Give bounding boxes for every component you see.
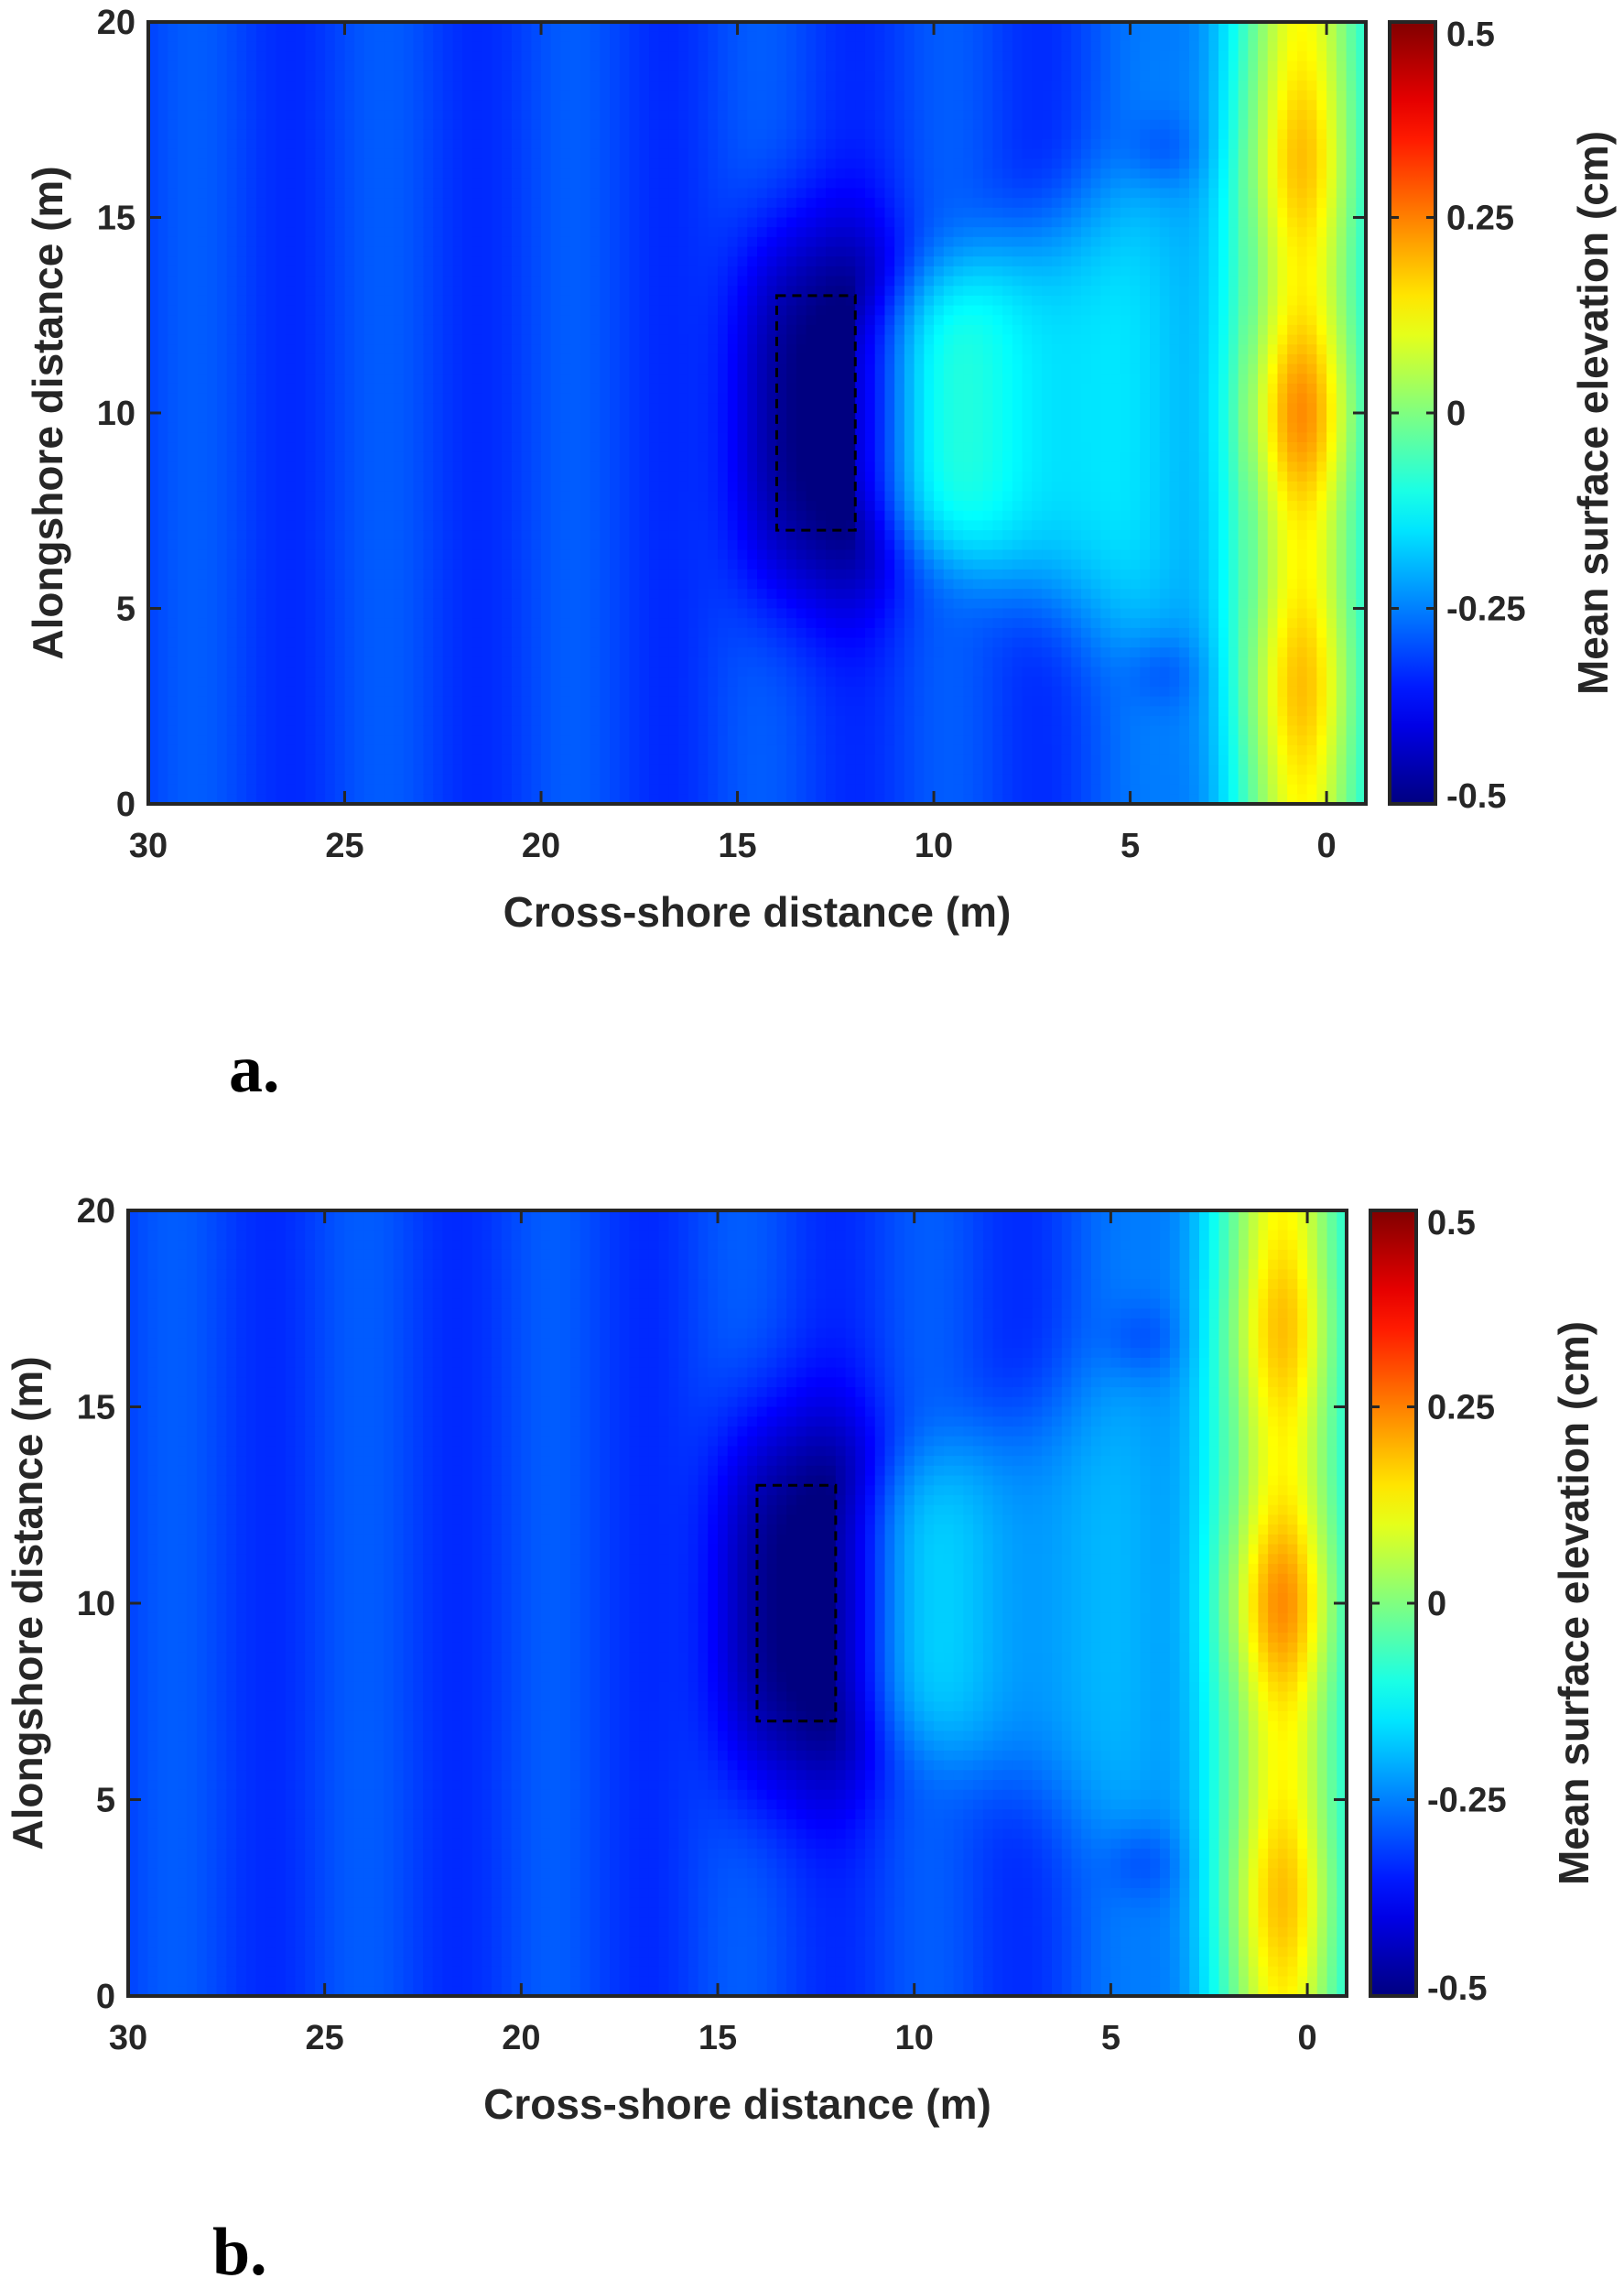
colorbar-tick-label: 0.25 (1427, 1389, 1495, 1427)
x-tick-label: 5 (1101, 2019, 1121, 2057)
x-tick-label: 15 (718, 827, 756, 865)
structure-outline (774, 294, 857, 532)
x-tick-label: 25 (306, 2019, 344, 2057)
y-tick-label: 15 (77, 1389, 115, 1427)
panel-label: a. (229, 1032, 280, 1107)
x-tick-label: 30 (109, 2019, 147, 2057)
y-tick-label: 5 (96, 1782, 115, 1820)
colorbar: 0.5 0.25 0 -0.25 -0.5 Mean surface elevation … (1388, 16, 1617, 816)
colorbar-tick-label: 0.25 (1446, 200, 1514, 238)
y-axis-label: Alongshore distance (m) (24, 166, 71, 659)
x-tick-label: 0 (1317, 827, 1337, 865)
colorbar-tick-label: -0.5 (1446, 777, 1506, 816)
y-tick-label: 20 (77, 1192, 115, 1231)
y-tick-label: 0 (116, 786, 135, 824)
y-tick-label: 0 (96, 1978, 115, 2016)
colorbar-tick-label: 0 (1446, 395, 1466, 433)
heatmap-cells (148, 22, 1367, 805)
x-tick-label: 20 (502, 2019, 540, 2057)
colorbar: 0.5 0.25 0 -0.25 -0.5 Mean surface elevation … (1369, 1204, 1597, 2008)
x-tick-label: 0 (1297, 2019, 1316, 2057)
y-tick-label: 20 (97, 4, 135, 42)
y-tick-label: 10 (77, 1585, 115, 1623)
y-tick-label: 10 (97, 395, 135, 433)
colorbar-label: Mean surface elevation (cm) (1569, 131, 1617, 695)
colorbar-tick-label: -0.5 (1427, 1969, 1487, 2008)
x-tick-label: 20 (522, 827, 560, 865)
colorbar-tick-label: -0.25 (1427, 1782, 1507, 1820)
x-tick-label: 15 (698, 2019, 737, 2057)
x-tick-label: 25 (325, 827, 363, 865)
structure-outline (755, 1483, 838, 1723)
y-axis-label: Alongshore distance (m) (4, 1356, 51, 1850)
x-axis-label: Cross-shore distance (m) (483, 2080, 991, 2128)
colorbar-tick-label: 0.5 (1446, 16, 1495, 54)
heatmap-panel-b: 30 25 20 15 10 5 0 0 5 10 15 20 Cross-shore distance… (4, 1192, 1597, 2289)
y-tick-label: 5 (116, 591, 135, 629)
x-tick-label: 5 (1121, 827, 1140, 865)
colorbar-tick-label: 0 (1427, 1585, 1446, 1623)
heatmap-cells (128, 1210, 1348, 1997)
heatmap-panel-a: 30 25 20 15 10 5 0 0 5 10 15 20 Cross-shore distance… (24, 4, 1617, 1107)
x-tick-label: 10 (895, 2019, 934, 2057)
colorbar-label: Mean surface elevation (cm) (1550, 1321, 1597, 1885)
colorbar-tick-label: 0.5 (1427, 1204, 1476, 1242)
colorbar-tick-label: -0.25 (1446, 591, 1526, 629)
x-tick-label: 10 (915, 827, 953, 865)
panel-label: b. (212, 2215, 267, 2289)
x-tick-label: 30 (129, 827, 168, 865)
x-axis-label: Cross-shore distance (m) (503, 888, 1012, 936)
y-tick-label: 15 (97, 200, 135, 238)
